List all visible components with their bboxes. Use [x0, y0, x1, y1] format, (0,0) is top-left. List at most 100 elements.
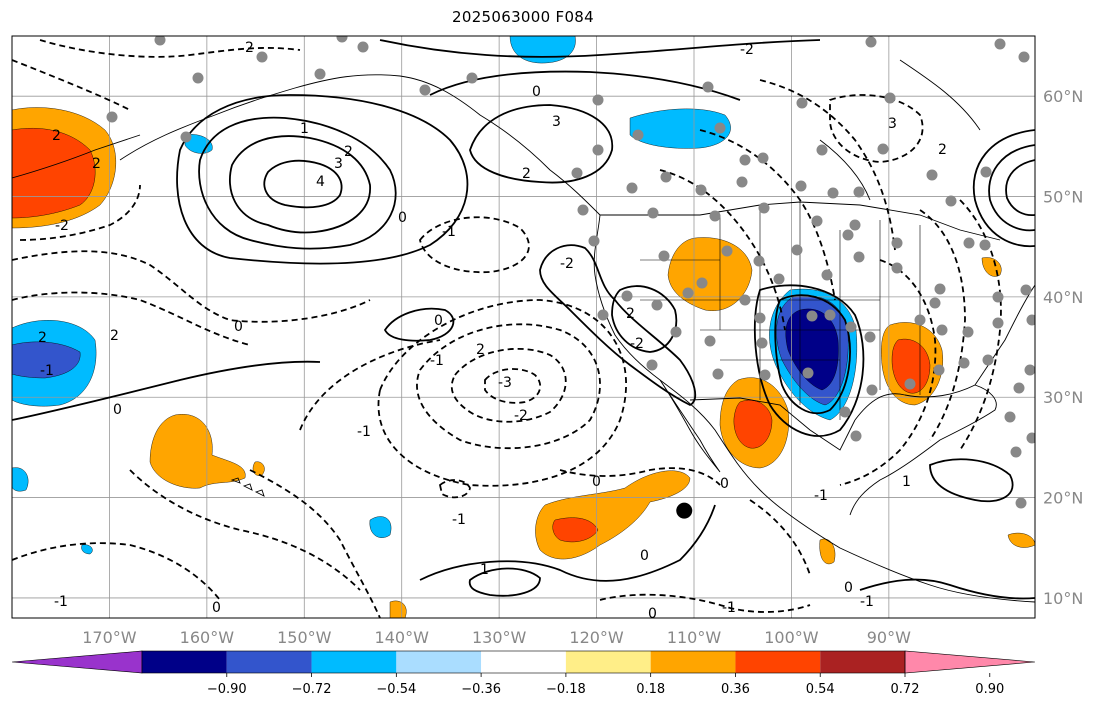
colorbar-swatch [820, 651, 905, 673]
longitude-tick-label: 160°W [180, 628, 235, 647]
colorbar-extend-high [904, 650, 1036, 674]
latitude-tick-label: 10°N [1043, 589, 1083, 608]
colorbar: −0.90 −0.72 −0.54 −0.36 −0.18 0.18 0.36 0.54 0.7… [11, 650, 1036, 697]
station-marker [704, 335, 716, 347]
coastline-layer [12, 59, 1035, 603]
station-marker [1013, 382, 1025, 394]
station-marker [646, 359, 658, 371]
station-marker [357, 41, 369, 53]
positive-anomaly-region [252, 461, 265, 476]
colorbar-tick-label: 0.18 [636, 682, 665, 697]
negative-contour [12, 291, 251, 346]
colorbar-extend-low [11, 650, 143, 674]
station-marker [929, 297, 941, 309]
station-marker [891, 237, 903, 249]
negative-anomaly-region [81, 544, 93, 555]
longitude-tick-label: 90°W [867, 628, 911, 647]
station-marker [1024, 364, 1035, 376]
station-marker [757, 152, 769, 164]
longitude-tick-label: 120°W [569, 628, 624, 647]
station-marker [853, 186, 865, 198]
contour-label: -2 [740, 42, 754, 58]
station-marker [695, 184, 707, 196]
station-marker [962, 326, 974, 338]
contour-label: 0 [434, 313, 443, 329]
station-marker [992, 317, 1004, 329]
negative-contour [12, 542, 221, 601]
contour-label: 0 [720, 476, 729, 492]
station-marker [982, 354, 994, 366]
colorbar-tick-label: 0.54 [806, 682, 835, 697]
station-marker [597, 309, 609, 321]
coastline [819, 59, 981, 201]
colorbar-tick-label: −0.36 [461, 682, 501, 697]
contour-label: -2 [55, 218, 69, 234]
positive-contour [419, 504, 716, 582]
latitude-tick-label: 60°N [1043, 87, 1083, 106]
negative-contour [249, 469, 381, 618]
station-marker [773, 273, 785, 285]
contour-label: 0 [592, 474, 601, 490]
national-border [689, 397, 856, 451]
positive-contour [539, 244, 697, 407]
colorbar-tick-label: 0.90 [975, 682, 1004, 697]
station-marker [314, 68, 326, 80]
negative-contour [299, 339, 441, 431]
map-title: 2025063000 F084 [452, 8, 594, 26]
station-marker [802, 367, 814, 379]
negative-contour [416, 323, 601, 450]
negative-anomaly-core [785, 308, 839, 391]
station-marker [682, 287, 694, 299]
positive-contour [12, 360, 321, 421]
negative-contour [484, 368, 542, 404]
station-marker [1015, 497, 1027, 509]
station-marker [1010, 446, 1022, 458]
station-marker [850, 430, 862, 442]
station-marker [865, 36, 877, 48]
station-marker [992, 291, 1004, 303]
negative-contour [919, 209, 966, 441]
colorbar-tick-label: −0.72 [292, 682, 332, 697]
contour-label: 3 [334, 156, 343, 172]
positive-anomaly-core [733, 399, 773, 449]
station-marker [795, 180, 807, 192]
map-content: 2 2 -2 2 -2 2 2 -1 -2 -2 0 0 1 2 3 4 0 -… [12, 36, 1035, 618]
contour-label: -3 [498, 375, 512, 391]
contour-label: 1 [480, 562, 489, 578]
contour-label: 0 [532, 84, 541, 100]
contour-label: 2 [38, 330, 47, 346]
station-marker [791, 244, 803, 256]
station-marker [180, 131, 192, 143]
negative-contour [759, 79, 896, 251]
latitude-tick-label: 50°N [1043, 188, 1083, 207]
positive-anomaly-region [1007, 532, 1035, 548]
contour-label: 2 [522, 166, 531, 182]
negative-contour [839, 259, 937, 486]
contour-label: -1 [814, 488, 828, 504]
colorbar-swatch [735, 651, 821, 673]
positive-contour [988, 144, 1035, 232]
positive-contour [379, 39, 821, 58]
positive-contour [469, 104, 613, 184]
colorbar-frame [141, 650, 906, 674]
station-marker [980, 166, 992, 178]
station-marker [154, 36, 166, 46]
anomaly-fill-layer [12, 36, 1035, 618]
station-marker [592, 94, 604, 106]
colorbar-tick-label: −0.90 [207, 682, 247, 697]
latitude-tick-label: 30°N [1043, 388, 1083, 407]
station-marker [958, 357, 970, 369]
positive-contour [1005, 159, 1035, 217]
contour-label: 0 [844, 580, 853, 596]
longitude-tick-label: 140°W [375, 628, 430, 647]
state-border [640, 202, 921, 420]
contour-label: 0 [234, 319, 243, 335]
contour-label: 1 [902, 474, 911, 490]
station-marker [756, 337, 768, 349]
positive-anomaly-core [12, 128, 96, 219]
negative-anomaly-region [629, 108, 731, 149]
longitude-tick-label: 110°W [667, 628, 722, 647]
station-marker [660, 171, 672, 183]
station-marker [336, 36, 348, 43]
